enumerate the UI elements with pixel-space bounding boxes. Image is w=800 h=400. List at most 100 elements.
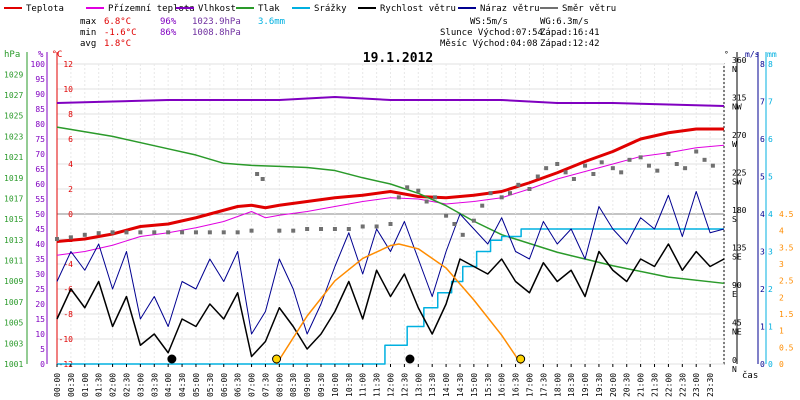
- rain-rate-tick: 2: [779, 293, 784, 302]
- info-text: Měsíc Východ:04:08: [440, 39, 538, 49]
- wind-direction-point: [627, 157, 632, 162]
- wind-direction-compass-label: SE: [732, 253, 742, 262]
- x-tick-label: 21:00: [637, 373, 646, 397]
- wind-direction-tick: 180: [732, 206, 747, 215]
- x-tick-label: 07:00: [248, 373, 257, 397]
- wind-direction-point: [68, 235, 73, 240]
- wind-direction-point: [683, 166, 688, 171]
- humidity-tick: 70: [35, 150, 45, 159]
- x-tick-label: 10:00: [331, 373, 340, 397]
- x-tick-label: 16:00: [498, 373, 507, 397]
- wind-direction-point: [424, 199, 429, 204]
- wind-direction-point: [710, 163, 715, 168]
- x-tick-label: 13:00: [414, 373, 423, 397]
- temperature-tick: -10: [59, 335, 74, 344]
- rain-tick: 0: [768, 360, 773, 369]
- wind-direction-compass-label: E: [732, 290, 737, 299]
- temperature-tick: -6: [63, 285, 73, 294]
- x-tick-label: 13:30: [428, 373, 437, 397]
- wind-direction-tick: 90: [732, 281, 742, 290]
- legend-label: Směr větru: [562, 4, 616, 14]
- series-layer: [55, 96, 725, 365]
- x-tick-label: 15:30: [484, 373, 493, 397]
- legend-label: Náraz větru: [480, 4, 540, 14]
- wind-direction-point: [207, 230, 212, 235]
- wind-direction-point: [610, 166, 615, 171]
- rain-tick: 3: [768, 248, 773, 257]
- x-tick-label: 03:00: [136, 373, 145, 397]
- wind-direction-point: [591, 172, 596, 176]
- wind-direction-tick: 225: [732, 169, 747, 178]
- wind-direction-point: [235, 230, 240, 235]
- x-axis-label: čas: [742, 370, 758, 381]
- legend-label: Rychlost větru: [380, 4, 456, 14]
- pressure-tick: 1023: [4, 132, 23, 141]
- temperature-unit: °C: [52, 50, 63, 60]
- stat-value: max: [80, 17, 97, 27]
- wind-direction-point: [396, 195, 401, 200]
- wind-direction-tick: 135: [732, 244, 747, 253]
- humidity-tick: 55: [35, 195, 45, 204]
- wind-direction-point: [571, 177, 576, 181]
- x-tick-label: 09:00: [303, 373, 312, 397]
- stat-value: 1.8°C: [104, 39, 131, 49]
- legend-label: Přízemní teplota: [108, 4, 195, 14]
- pressure-tick: 1007: [4, 298, 23, 307]
- x-tick-label: 02:00: [109, 373, 118, 397]
- humidity-tick: 80: [35, 120, 45, 129]
- sunset-marker: [516, 354, 526, 364]
- wind-direction-point: [96, 231, 101, 236]
- humidity-tick: 25: [35, 285, 45, 294]
- x-tick-label: 12:00: [387, 373, 396, 397]
- wind-speed-tick: 6: [760, 135, 765, 144]
- wind-direction-point: [674, 162, 679, 166]
- stat-value: min: [80, 28, 96, 38]
- x-tick-label: 21:30: [651, 373, 660, 397]
- temperature-tick: -4: [63, 260, 73, 269]
- x-tick-label: 20:00: [609, 373, 618, 397]
- humidity-tick: 85: [35, 105, 45, 114]
- rain-tick: 4: [768, 210, 773, 219]
- wind-direction-compass-label: S: [732, 215, 737, 224]
- wind-direction-point: [319, 227, 324, 231]
- wind-direction-point: [646, 163, 651, 168]
- moonset-marker: [405, 354, 415, 364]
- pressure-tick: 1027: [4, 91, 23, 100]
- x-tick-label: 06:00: [220, 373, 229, 397]
- stat-value: 96%: [160, 17, 177, 27]
- temperature-tick: 6: [68, 135, 73, 144]
- humidity-tick: 10: [35, 330, 45, 339]
- humidity-tick: 45: [35, 225, 45, 234]
- pressure-tick: 1011: [4, 257, 23, 266]
- wind-direction-point: [332, 227, 337, 231]
- wind-direction-point: [346, 227, 351, 231]
- humidity-tick: 60: [35, 180, 45, 189]
- wind-direction-point: [444, 213, 449, 218]
- x-tick-label: 17:00: [525, 373, 534, 397]
- pressure-tick: 1005: [4, 319, 23, 328]
- wind-direction-point: [305, 227, 310, 231]
- wind-direction-point: [55, 237, 59, 241]
- wind-direction-point: [388, 222, 393, 226]
- pressure-tick: 1019: [4, 174, 23, 183]
- info-text: WS:5m/s: [470, 17, 508, 27]
- x-tick-label: 23:30: [706, 373, 715, 397]
- pressure-tick: 1001: [4, 360, 23, 369]
- wind-direction-tick: 270: [732, 131, 747, 140]
- wind-direction-compass-label: N: [732, 65, 737, 74]
- temperature-tick: 2: [68, 185, 73, 194]
- info-text: WG:6.3m/s: [540, 17, 589, 27]
- x-tick-label: 10:30: [345, 373, 354, 397]
- wind-speed-tick: 3: [760, 248, 765, 257]
- humidity-tick: 5: [40, 345, 45, 354]
- x-tick-label: 01:30: [95, 373, 104, 397]
- x-tick-label: 11:30: [373, 373, 382, 397]
- wind-direction-point: [291, 228, 296, 233]
- pressure-unit: hPa: [4, 50, 20, 60]
- series-vlhkost: [56, 96, 725, 107]
- humidity-tick: 90: [35, 90, 45, 99]
- wind-direction-point: [255, 172, 260, 176]
- pressure-tick: 1009: [4, 277, 23, 286]
- wind-speed-tick: 5: [760, 173, 765, 182]
- series-rychlost-vetru: [56, 243, 725, 358]
